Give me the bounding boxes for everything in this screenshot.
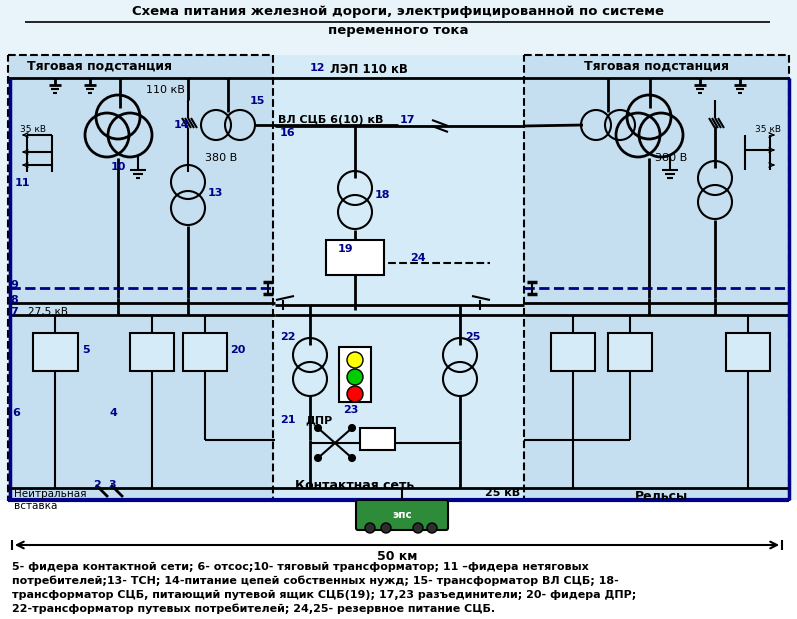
Text: 4: 4 (110, 408, 118, 418)
Text: 23: 23 (343, 405, 359, 415)
Text: потребителей;13- ТСН; 14-питание цепей собственных нужд; 15- трансформатор ВЛ СЦ: потребителей;13- ТСН; 14-питание цепей с… (12, 576, 618, 586)
Text: Нейтральная
вставка: Нейтральная вставка (14, 489, 87, 511)
Text: 24: 24 (410, 253, 426, 263)
Text: Рельсы: Рельсы (635, 490, 689, 503)
Text: 7: 7 (10, 307, 18, 317)
Text: 50 км: 50 км (377, 550, 417, 563)
Circle shape (365, 523, 375, 533)
Circle shape (347, 352, 363, 368)
Text: 25: 25 (465, 332, 481, 342)
Text: 8: 8 (10, 295, 18, 305)
Text: 110 кВ: 110 кВ (146, 85, 184, 95)
FancyBboxPatch shape (356, 500, 448, 530)
Circle shape (381, 523, 391, 533)
Bar (551, 333, 595, 371)
Circle shape (347, 386, 363, 402)
Text: Тяговая подстанция: Тяговая подстанция (584, 60, 729, 73)
Circle shape (315, 455, 321, 461)
Text: 380 В: 380 В (655, 153, 687, 163)
Circle shape (427, 523, 437, 533)
Bar (360, 428, 395, 450)
Text: 22: 22 (280, 332, 296, 342)
Text: Контактная сеть: Контактная сеть (295, 479, 414, 492)
Text: ДПР: ДПР (305, 415, 332, 425)
Bar (33, 333, 78, 371)
Bar (0, 500, 797, 619)
Text: 35 кВ: 35 кВ (755, 125, 781, 134)
Text: 21: 21 (280, 415, 296, 425)
Text: эпс: эпс (392, 510, 412, 520)
Text: 12: 12 (310, 63, 325, 73)
Bar (8, 55, 273, 500)
Text: 6: 6 (12, 408, 20, 418)
Text: 14: 14 (174, 120, 190, 130)
Bar (183, 333, 227, 371)
Bar (130, 333, 174, 371)
Text: 22-трансформатор путевых потребителей; 24,25- резервное питание СЦБ.: 22-трансформатор путевых потребителей; 2… (12, 604, 495, 615)
Text: 18: 18 (375, 190, 391, 200)
Text: ЛЭП 110 кВ: ЛЭП 110 кВ (330, 63, 408, 76)
Bar (608, 333, 652, 371)
Text: 15: 15 (250, 96, 265, 106)
Text: 35 кВ: 35 кВ (20, 125, 46, 134)
Bar (524, 55, 789, 500)
Text: 3: 3 (108, 480, 116, 490)
Text: Схема питания железной дороги, электрифицированной по системе: Схема питания железной дороги, электрифи… (132, 5, 664, 18)
Circle shape (315, 425, 321, 431)
Text: 9: 9 (10, 280, 18, 290)
Bar (273, 55, 524, 500)
Circle shape (349, 425, 355, 431)
Bar (326, 240, 384, 275)
Text: 2: 2 (93, 480, 100, 490)
Text: 13: 13 (208, 188, 223, 198)
Text: трансформатор СЦБ, питающий путевой ящик СЦБ(19); 17,23 разъединители; 20- фидер: трансформатор СЦБ, питающий путевой ящик… (12, 590, 636, 600)
Text: 19: 19 (338, 244, 354, 254)
Text: 5: 5 (82, 345, 89, 355)
Text: 25 кВ: 25 кВ (485, 488, 520, 498)
Circle shape (349, 455, 355, 461)
Text: ВЛ СЦБ 6(10) кВ: ВЛ СЦБ 6(10) кВ (278, 115, 383, 125)
Text: 27,5 кВ: 27,5 кВ (28, 307, 68, 317)
Bar (339, 347, 371, 402)
Text: 380 В: 380 В (205, 153, 238, 163)
Text: 11: 11 (15, 178, 30, 188)
Text: 17: 17 (400, 115, 415, 125)
Text: Тяговая подстанция: Тяговая подстанция (28, 60, 172, 73)
Text: 10: 10 (110, 162, 126, 172)
Text: 20: 20 (230, 345, 245, 355)
Circle shape (413, 523, 423, 533)
Bar (726, 333, 770, 371)
Text: переменного тока: переменного тока (328, 24, 469, 37)
Circle shape (347, 369, 363, 385)
Text: 5- фидера контактной сети; 6- отсос;10- тяговый трансформатор; 11 –фидера нетяго: 5- фидера контактной сети; 6- отсос;10- … (12, 562, 589, 572)
Text: 16: 16 (280, 128, 296, 138)
